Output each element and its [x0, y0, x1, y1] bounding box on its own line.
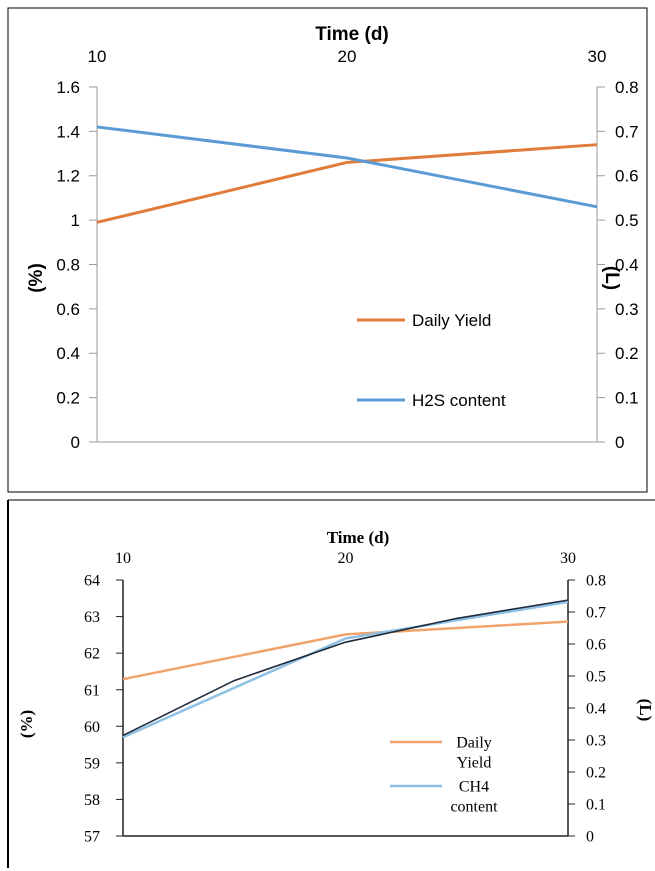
right-axis-tick-label: 0.1 [586, 797, 606, 814]
left-axis-tick-label: 0.4 [56, 344, 80, 363]
left-axis-tick-label: 59 [84, 755, 100, 772]
right-axis-tick-label: 0.7 [615, 122, 639, 141]
left-axis-tick-label: 1 [71, 211, 80, 230]
left-axis-tick-label: 64 [84, 573, 100, 590]
x-axis-title: Time (d) [327, 528, 390, 547]
left-axis-tick-label: 0.2 [56, 389, 80, 408]
chart-h2s: Time (d) (%) (L) 1.6 1.4 1.2 1 0.8 0.6 0.4 0.2 0… [7, 7, 648, 493]
legend-label-h2s-content: H2S content [412, 391, 506, 410]
right-axis-tick-label: 0.5 [615, 211, 639, 230]
left-axis-title: (%) [26, 263, 47, 293]
left-axis-tick-label: 1.6 [56, 78, 80, 97]
left-axis-tick-label: 0 [71, 433, 80, 452]
right-axis-tick-label: 0 [586, 829, 594, 846]
left-axis-tick-label: 63 [84, 609, 100, 626]
right-axis-title: (L) [601, 266, 622, 290]
right-axis-tick-label: 0.2 [615, 344, 639, 363]
left-axis-tick-label: 61 [84, 682, 100, 699]
right-axis-tick-label: 0.3 [615, 300, 639, 319]
right-axis-tick-label: 0.5 [586, 669, 606, 686]
right-axis-tick-label: 0.6 [615, 167, 639, 186]
left-axis-tick-label: 58 [84, 792, 100, 809]
chart-ch4: Time (d) (%) (L) 64 63 62 61 60 59 58 57 0.8 0.7… [7, 499, 655, 868]
right-axis-tick-label: 0.7 [586, 605, 606, 622]
x-axis-tick-label: 20 [338, 550, 354, 567]
right-axis-tick-label: 0.6 [586, 637, 606, 654]
right-axis-tick-label: 0.1 [615, 389, 639, 408]
left-axis-tick-label: 1.4 [56, 122, 80, 141]
series-line-ch4-content [122, 600, 569, 739]
right-axis-tick-label: 0 [615, 433, 624, 452]
series-line-daily-yield [96, 143, 598, 224]
left-axis-tick-label: 62 [84, 646, 100, 663]
trendline [122, 599, 569, 737]
chart-frame [7, 7, 648, 493]
x-axis-tick-label: 10 [88, 47, 107, 66]
x-axis-tick-label: 30 [588, 47, 607, 66]
left-axis-tick-label: 1.2 [56, 167, 80, 186]
left-axis-tick-label: 0.6 [56, 300, 80, 319]
right-axis-title: (L) [636, 699, 655, 722]
left-axis-tick-label: 0.8 [56, 255, 80, 274]
x-axis-tick-label: 20 [338, 47, 357, 66]
legend-label-daily-yield: Daily Yield [412, 311, 491, 330]
legend-label-ch4-content: CH4 content [450, 779, 498, 816]
right-axis-tick-label: 0.2 [586, 765, 606, 782]
right-axis-tick-label: 0.4 [586, 701, 606, 718]
right-axis-tick-label: 0.4 [615, 255, 639, 274]
series-line-daily-yield [122, 620, 569, 681]
left-axis-tick-label: 60 [84, 719, 100, 736]
legend-label-daily-yield: Daily Yield [456, 735, 492, 772]
x-axis-tick-label: 30 [560, 550, 576, 567]
x-axis-tick-label: 10 [115, 550, 131, 567]
series-line-h2s-content [96, 125, 598, 209]
right-axis-tick-label: 0.8 [586, 573, 606, 590]
left-axis-tick-label: 57 [84, 829, 100, 846]
right-axis-tick-label: 0.3 [586, 733, 606, 750]
left-axis-title: (%) [17, 710, 36, 738]
x-axis-title: Time (d) [315, 24, 389, 45]
right-axis-tick-label: 0.8 [615, 78, 639, 97]
